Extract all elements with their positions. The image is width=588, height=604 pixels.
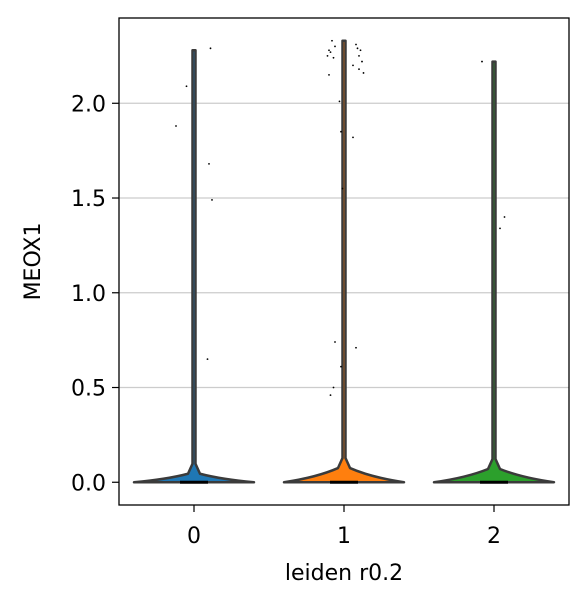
data-point [331, 39, 333, 42]
data-point [332, 56, 335, 59]
data-point [326, 54, 329, 57]
data-point [332, 386, 335, 389]
y-tick-label: 0.0 [71, 471, 106, 496]
data-point [209, 47, 212, 50]
data-point [359, 49, 362, 52]
data-point [211, 199, 213, 201]
data-point [361, 60, 363, 63]
data-point [328, 73, 330, 76]
y-axis-label: MEOX1 [21, 223, 46, 301]
violin-1 [282, 39, 406, 484]
data-point [334, 45, 336, 48]
data-point [329, 51, 332, 54]
x-tick-label: 1 [337, 524, 351, 549]
data-point [340, 365, 342, 368]
violin-0 [132, 48, 256, 484]
data-point [358, 68, 360, 71]
data-point [352, 136, 354, 139]
data-point [329, 394, 332, 396]
data-point [481, 60, 483, 63]
data-point [341, 187, 344, 190]
violin-2 [432, 60, 556, 484]
data-point [503, 216, 506, 218]
data-point [185, 85, 188, 88]
data-point [340, 130, 342, 133]
x-axis: 0 1 2 [187, 505, 501, 549]
x-axis-label: leiden r0.2 [285, 561, 403, 586]
y-axis: 0.0 0.5 1.0 1.5 2.0 [71, 92, 119, 496]
y-tick-label: 2.0 [71, 92, 106, 117]
data-point [206, 358, 209, 360]
y-tick-label: 1.0 [71, 282, 106, 307]
data-point [362, 72, 365, 74]
jitter-points [175, 39, 506, 396]
x-tick-label: 0 [187, 524, 201, 549]
violins [132, 39, 556, 484]
x-tick-label: 2 [487, 524, 501, 549]
data-point [358, 54, 360, 57]
y-tick-label: 1.5 [71, 187, 106, 212]
data-point [338, 100, 341, 103]
data-point [175, 125, 177, 127]
y-tick-label: 0.5 [71, 377, 106, 402]
data-point [355, 43, 357, 46]
data-point [355, 346, 357, 349]
data-point [356, 47, 359, 50]
data-point [352, 64, 354, 67]
data-point [499, 227, 501, 230]
data-point [328, 49, 330, 52]
data-point [208, 163, 210, 165]
data-point [334, 341, 336, 343]
